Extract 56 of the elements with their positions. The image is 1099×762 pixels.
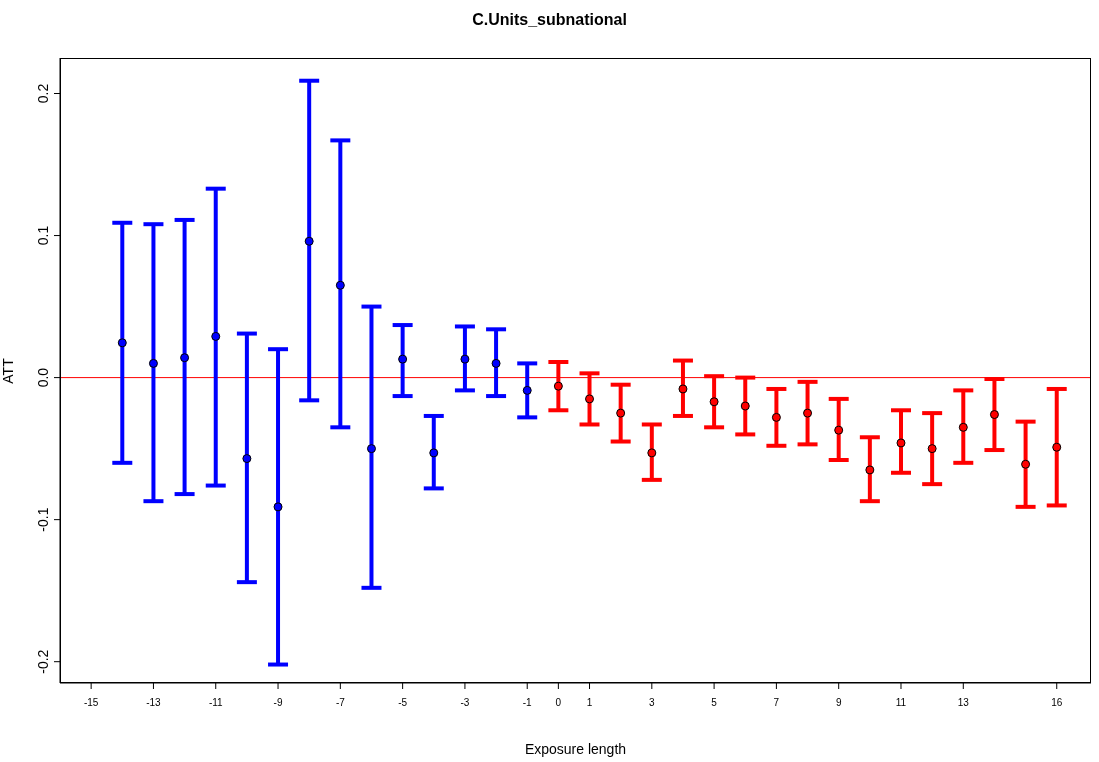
x-tick-label: -15 bbox=[83, 697, 99, 709]
point bbox=[958, 422, 968, 432]
x-tick-label: 7 bbox=[773, 697, 780, 709]
point bbox=[896, 438, 906, 448]
x-tick-label: -13 bbox=[146, 697, 162, 709]
point bbox=[491, 358, 501, 368]
point bbox=[398, 354, 408, 364]
x-tick-label: 5 bbox=[711, 697, 718, 709]
point bbox=[553, 381, 563, 391]
point bbox=[834, 425, 844, 435]
y-tick-label: 0.0 bbox=[35, 367, 51, 388]
point bbox=[148, 358, 158, 368]
x-tick-label: 1 bbox=[586, 697, 593, 709]
point bbox=[460, 354, 470, 364]
y-tick-label: 0.2 bbox=[35, 83, 51, 104]
point bbox=[865, 465, 875, 475]
x-axis-title: Exposure length bbox=[523, 741, 628, 757]
y-tick-label: -0.1 bbox=[35, 507, 51, 532]
point bbox=[709, 397, 719, 407]
point bbox=[616, 408, 626, 418]
point bbox=[771, 412, 781, 422]
point bbox=[740, 401, 750, 411]
x-tick-label: 0 bbox=[555, 697, 562, 709]
y-tick-label: 0.1 bbox=[35, 225, 51, 246]
x-tick-label: -11 bbox=[208, 697, 224, 709]
x-tick-label: 3 bbox=[649, 697, 656, 709]
chart-title: C.Units_subnational bbox=[471, 10, 628, 30]
x-tick-label: 11 bbox=[895, 697, 907, 709]
x-tick-label: -7 bbox=[335, 697, 346, 709]
point bbox=[522, 385, 532, 395]
x-tick-label: -1 bbox=[522, 697, 533, 709]
point bbox=[927, 444, 937, 454]
point bbox=[180, 353, 190, 363]
point bbox=[1021, 459, 1031, 469]
point bbox=[585, 394, 595, 404]
x-tick-label: 13 bbox=[957, 697, 970, 709]
point bbox=[117, 338, 127, 348]
x-tick-label: -3 bbox=[460, 697, 470, 709]
x-tick-label: 16 bbox=[1051, 697, 1063, 709]
x-tick-label: -5 bbox=[398, 697, 408, 709]
y-tick-label: -0.2 bbox=[35, 649, 51, 674]
y-axis-title: ATT bbox=[0, 357, 16, 384]
x-tick-label: 9 bbox=[835, 697, 842, 709]
point bbox=[429, 448, 439, 458]
point bbox=[211, 331, 221, 341]
point bbox=[989, 410, 999, 420]
point bbox=[803, 408, 813, 418]
point bbox=[304, 236, 314, 246]
x-tick-label: -9 bbox=[273, 697, 283, 709]
point bbox=[647, 448, 657, 458]
point bbox=[335, 280, 345, 290]
point bbox=[1052, 442, 1062, 452]
point bbox=[366, 444, 376, 454]
point bbox=[678, 384, 688, 394]
point bbox=[242, 454, 252, 464]
point bbox=[273, 502, 283, 512]
